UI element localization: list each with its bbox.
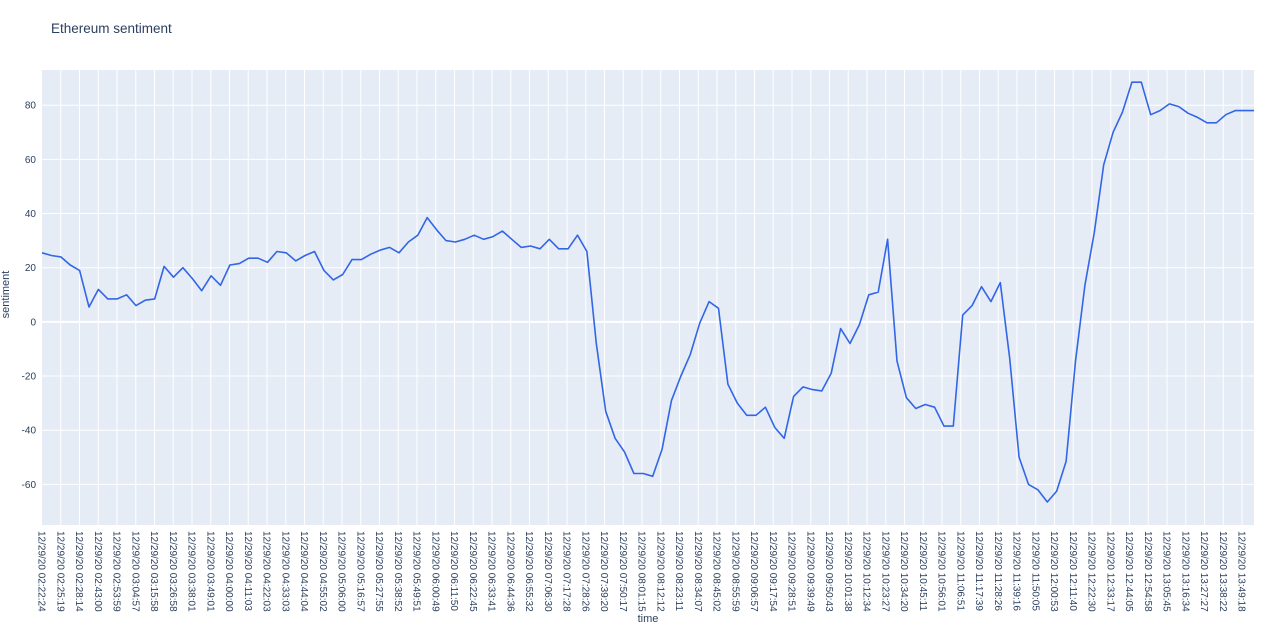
x-tick-label: 12/29/20 12:00:53 (1048, 531, 1059, 612)
y-tick-label: -60 (22, 480, 37, 491)
x-tick-label: 12/29/20 09:06:57 (748, 531, 759, 612)
x-tick-label: 12/29/20 12:22:30 (1086, 531, 1097, 612)
x-tick-label: 12/29/20 07:17:28 (561, 531, 572, 612)
sentiment-series-line (41, 81, 1254, 503)
y-tick-label: -20 (22, 372, 37, 383)
x-tick-label: 12/29/20 06:55:32 (523, 531, 534, 612)
x-tick-label: 12/29/20 05:49:51 (411, 531, 422, 612)
x-tick-label: 12/29/20 10:34:20 (898, 531, 909, 612)
x-tick-label: 12/29/20 12:33:17 (1104, 531, 1115, 612)
x-tick-label: 12/29/20 10:01:38 (842, 531, 853, 612)
x-tick-label: 12/29/20 06:33:41 (486, 531, 497, 612)
x-tick-label: 12/29/20 11:39:16 (1011, 531, 1022, 611)
x-tick-label: 12/29/20 04:00:00 (223, 531, 234, 612)
x-axis-ticks: 12/29/20 02:22:24 12/29/20 02:25:19 12/29/… (36, 531, 1247, 612)
x-tick-label: 12/29/20 06:00:49 (429, 531, 440, 612)
x-tick-label: 12/29/20 09:50:43 (823, 531, 834, 612)
x-tick-label: 12/29/20 08:45:02 (711, 531, 722, 612)
x-tick-label: 12/29/20 11:17:39 (973, 531, 984, 611)
x-tick-label: 12/29/20 11:50:05 (1029, 531, 1040, 611)
x-tick-label: 12/29/20 08:01:15 (636, 531, 647, 612)
y-tick-label: 20 (25, 263, 37, 274)
x-tick-label: 12/29/20 10:23:27 (879, 531, 890, 612)
x-tick-label: 12/29/20 03:26:58 (167, 531, 178, 612)
x-axis-title: time (638, 613, 659, 625)
x-tick-label: 12/29/20 02:53:59 (111, 531, 122, 612)
x-tick-label: 12/29/20 03:04:57 (129, 531, 140, 612)
x-tick-label: 12/29/20 03:38:01 (186, 531, 197, 612)
x-tick-label: 12/29/20 02:22:24 (36, 531, 47, 612)
x-tick-label: 12/29/20 02:43:00 (92, 531, 103, 612)
x-tick-label: 12/29/20 08:55:59 (729, 531, 740, 612)
x-tick-label: 12/29/20 12:11:40 (1067, 531, 1078, 611)
x-tick-label: 12/29/20 11:28:26 (992, 531, 1003, 611)
x-tick-label: 12/29/20 13:49:18 (1236, 531, 1247, 612)
x-tick-label: 12/29/20 10:45:11 (917, 531, 928, 611)
x-tick-label: 12/29/20 11:06:51 (954, 531, 965, 611)
x-tick-label: 12/29/20 08:34:07 (692, 531, 703, 612)
x-tick-label: 12/29/20 13:16:34 (1179, 531, 1190, 612)
x-tick-label: 12/29/20 04:55:02 (317, 531, 328, 612)
y-tick-label: 0 (30, 317, 36, 328)
y-tick-label: 60 (25, 155, 37, 166)
x-tick-label: 12/29/20 07:06:30 (542, 531, 553, 612)
x-tick-label: 12/29/20 13:05:45 (1161, 531, 1172, 612)
plot-background (42, 70, 1254, 525)
y-axis-title: sentiment (0, 271, 12, 319)
x-tick-label: 12/29/20 13:38:22 (1217, 531, 1228, 612)
x-tick-label: 12/29/20 12:44:05 (1123, 531, 1134, 612)
gridlines (42, 70, 1254, 525)
x-tick-label: 12/29/20 13:27:27 (1198, 531, 1209, 612)
x-tick-label: 12/29/20 03:49:01 (204, 531, 215, 612)
x-tick-label: 12/29/20 05:06:00 (336, 531, 347, 612)
x-tick-label: 12/29/20 04:11:03 (242, 531, 253, 611)
x-tick-label: 12/29/20 06:22:45 (467, 531, 478, 612)
y-tick-label: 80 (25, 101, 37, 112)
x-tick-label: 12/29/20 10:12:34 (861, 531, 872, 612)
x-tick-label: 12/29/20 08:23:11 (673, 531, 684, 611)
x-tick-label: 12/29/20 02:25:19 (54, 531, 65, 612)
x-tick-label: 12/29/20 10:56:01 (936, 531, 947, 612)
x-tick-label: 12/29/20 07:39:20 (598, 531, 609, 612)
x-tick-label: 12/29/20 05:27:55 (373, 531, 384, 612)
x-tick-label: 12/29/20 05:38:52 (392, 531, 403, 612)
x-tick-label: 12/29/20 08:12:12 (654, 531, 665, 612)
x-tick-label: 12/29/20 02:28:14 (73, 531, 84, 612)
x-tick-label: 12/29/20 06:44:36 (504, 531, 515, 612)
x-tick-label: 12/29/20 03:15:58 (148, 531, 159, 612)
y-axis-ticks: -60 -40 -20 0 20 40 60 80 (22, 101, 37, 491)
y-tick-label: 40 (25, 209, 37, 220)
chart-title: Ethereum sentiment (51, 21, 172, 36)
x-tick-label: 12/29/20 06:11:50 (448, 531, 459, 611)
x-tick-label: 12/29/20 12:54:58 (1142, 531, 1153, 612)
x-tick-label: 12/29/20 05:16:57 (354, 531, 365, 612)
x-tick-label: 12/29/20 07:28:26 (579, 531, 590, 612)
x-tick-label: 12/29/20 09:17:54 (767, 531, 778, 612)
x-tick-label: 12/29/20 04:44:04 (298, 531, 309, 612)
x-tick-label: 12/29/20 09:28:51 (786, 531, 797, 612)
x-tick-label: 12/29/20 07:50:17 (617, 531, 628, 612)
x-tick-label: 12/29/20 04:22:03 (261, 531, 272, 612)
y-tick-label: -40 (22, 426, 37, 437)
x-tick-label: 12/29/20 09:39:49 (804, 531, 815, 612)
x-tick-label: 12/29/20 04:33:03 (279, 531, 290, 612)
